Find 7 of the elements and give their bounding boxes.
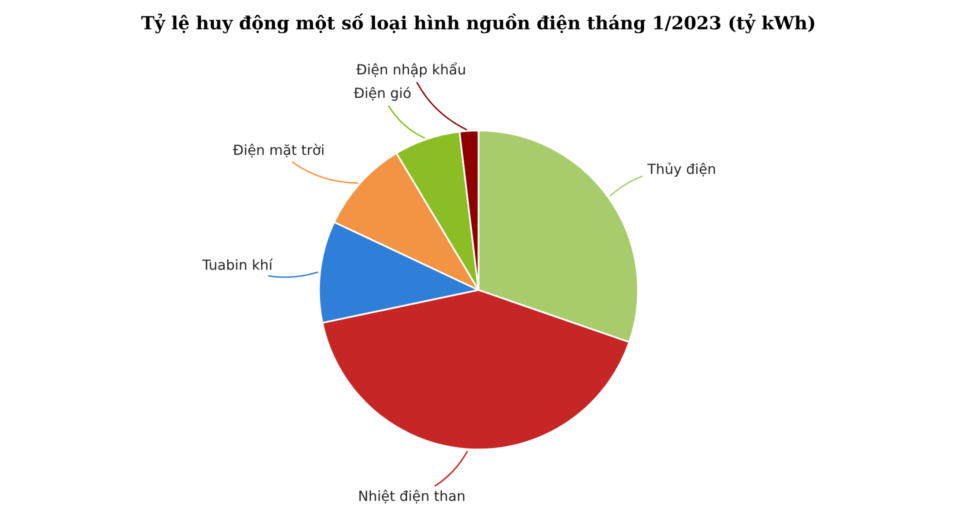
slice-label: Điện gió: [354, 86, 411, 101]
slice-label: Điện mặt trời: [232, 144, 324, 158]
slice-label: Tuabin khí: [202, 258, 273, 270]
chart-title: Tỷ lệ huy động một số loại hình nguồn điện tháng 1/2023 (tỷ kWh): [141, 13, 814, 34]
slice-label: Điện nhập khẩu: [356, 62, 465, 78]
slice-label: Nhiệt điện than: [359, 490, 464, 504]
slice-label: Thủy điện: [647, 162, 715, 177]
